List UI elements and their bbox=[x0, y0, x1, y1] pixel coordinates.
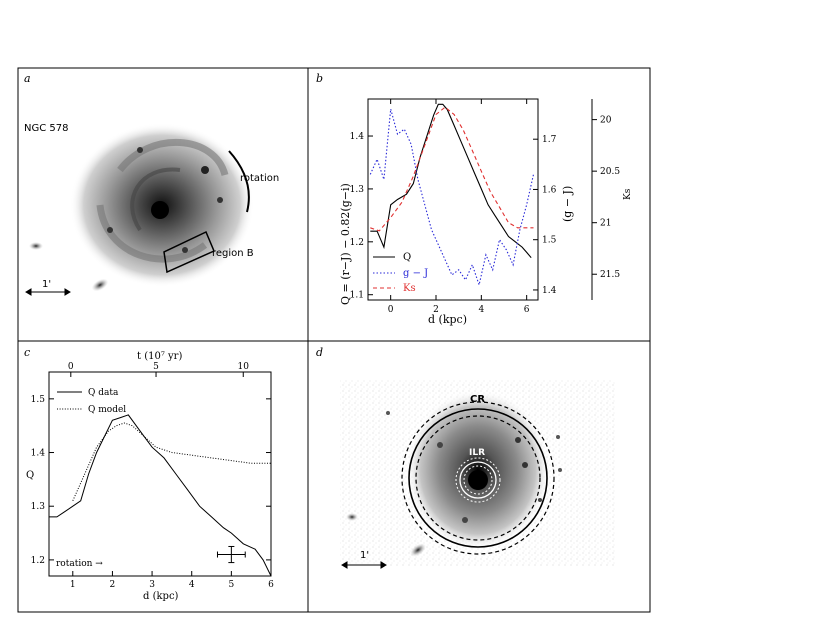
b-ytick-mid-label-0: 1.4 bbox=[542, 286, 557, 296]
ylabel-c: Q bbox=[26, 470, 34, 481]
b-series-line-0 bbox=[370, 103, 532, 259]
galaxy-image-a bbox=[29, 123, 254, 292]
b-ytick-right-label-1: 20.5 bbox=[600, 167, 620, 177]
xlabel-b: d (kpc) bbox=[428, 313, 467, 326]
ilr-label: ILR bbox=[469, 448, 485, 458]
b-xtick-label-1: 2 bbox=[433, 305, 439, 315]
plot-frame-b bbox=[367, 98, 539, 301]
c-xtick-label-2: 3 bbox=[149, 580, 155, 590]
panel-letter-d: d bbox=[316, 346, 323, 359]
c-ytick-label-3: 1.5 bbox=[31, 395, 46, 405]
region-b-label: region B bbox=[212, 248, 254, 259]
c-ytick-label-1: 1.3 bbox=[31, 502, 46, 512]
c-toptick-label-0: 0 bbox=[68, 362, 74, 372]
b-ytick-mid-label-1: 1.5 bbox=[542, 236, 557, 246]
rotation-arc bbox=[228, 150, 250, 213]
cr-ring bbox=[408, 408, 548, 548]
c-series-line-0 bbox=[49, 414, 272, 577]
cr-outer-ring bbox=[401, 401, 555, 555]
scale-bar-d bbox=[341, 561, 387, 569]
rotation-label-c: rotation → bbox=[56, 559, 103, 569]
panel-c: c 1 2 3 4 5 6 0 5 10 1.2 1.3 1.4 1.5 d (kpc) t (10⁷ … bbox=[24, 346, 274, 602]
c-toptick-label-2: 10 bbox=[238, 362, 250, 372]
ilr-outer-ring bbox=[455, 457, 501, 503]
axis-ticks-b: 0 2 4 6 1.1 1.2 1.3 1.4 1.4 1.5 1.6 1.7 20 20.5 21 21.5 bbox=[350, 99, 620, 315]
galaxy-name-label: NGC 578 bbox=[24, 123, 68, 134]
b-ytick-right-label-0: 20 bbox=[600, 116, 612, 126]
figure-border bbox=[17, 67, 651, 613]
c-xtick-label-0: 1 bbox=[70, 580, 76, 590]
top-label-c: t (10⁷ yr) bbox=[137, 351, 182, 362]
panel-b: b 0 2 4 6 1.1 1.2 1.3 1.4 1.4 1.5 1.6 1.7 20 20.5 21 21… bbox=[316, 72, 633, 326]
plot-frame-c bbox=[48, 371, 272, 577]
panel-frames bbox=[17, 67, 651, 613]
b-ytick-mid-label-3: 1.7 bbox=[542, 135, 557, 145]
panel-d: d CR ILR 1' bbox=[316, 346, 615, 569]
b-ytick-left-label-1: 1.2 bbox=[350, 238, 364, 248]
c-xtick-label-5: 6 bbox=[268, 580, 274, 590]
c-xtick-label-4: 5 bbox=[228, 580, 234, 590]
panel-letter-c: c bbox=[24, 346, 30, 359]
legend-c-item-0: Q data bbox=[88, 388, 119, 398]
region-b-outline bbox=[163, 230, 215, 274]
rotation-label-a: rotation bbox=[240, 173, 279, 184]
b-xtick-label-3: 6 bbox=[524, 305, 530, 315]
resonance-circles bbox=[401, 401, 555, 555]
c-error-bar bbox=[216, 545, 246, 564]
c-xtick-label-3: 4 bbox=[189, 580, 195, 590]
b-xtick-label-0: 0 bbox=[388, 305, 394, 315]
panel-letter-b: b bbox=[316, 72, 323, 85]
c-ytick-label-0: 1.2 bbox=[31, 556, 45, 566]
cr-label: CR bbox=[470, 394, 485, 405]
panel-a: a NGC 578 rotation region B 1' bbox=[24, 72, 279, 296]
xlabel-c: d (kpc) bbox=[143, 591, 179, 602]
legend-b-item-0: Q bbox=[403, 252, 411, 263]
b-ytick-left-label-0: 1.1 bbox=[350, 291, 364, 301]
series-group-b bbox=[369, 103, 535, 287]
b-ytick-right-label-2: 21 bbox=[600, 219, 611, 229]
legend-c: Q data Q model bbox=[57, 388, 126, 415]
ylabel-right-b: Ks bbox=[623, 188, 633, 200]
ylabel-left-b: Q = (r−J) − 0.82(g−i) bbox=[339, 183, 352, 305]
c-series-line-1 bbox=[72, 422, 271, 502]
scale-label-d: 1' bbox=[360, 550, 369, 561]
b-ytick-left-label-3: 1.4 bbox=[350, 132, 365, 142]
scale-bar-a bbox=[25, 288, 71, 296]
b-ytick-left-label-2: 1.3 bbox=[350, 185, 365, 195]
series-group-c bbox=[49, 414, 272, 577]
legend-b-item-1: g − J bbox=[403, 268, 428, 279]
ilr-inner-ring bbox=[463, 465, 493, 495]
b-series-line-2 bbox=[370, 106, 534, 232]
b-xtick-label-2: 4 bbox=[478, 305, 484, 315]
b-ytick-mid-label-2: 1.6 bbox=[542, 185, 557, 195]
ylabel-mid-b: (g − J) bbox=[561, 186, 574, 222]
c-xtick-label-1: 2 bbox=[110, 580, 116, 590]
panel-letter-a: a bbox=[24, 72, 31, 85]
axis-ticks-c: 1 2 3 4 5 6 0 5 10 1.2 1.3 1.4 1.5 bbox=[31, 362, 274, 590]
legend-b: Q g − J Ks bbox=[373, 252, 428, 294]
legend-b-item-2: Ks bbox=[403, 283, 416, 294]
b-ytick-right-label-3: 21.5 bbox=[600, 270, 620, 280]
galaxy-image-d bbox=[340, 380, 615, 566]
ilr-ring bbox=[459, 461, 497, 499]
scale-label-a: 1' bbox=[42, 279, 51, 290]
b-series-line-1 bbox=[369, 108, 535, 287]
legend-c-item-1: Q model bbox=[88, 405, 126, 415]
cr-inner-ring bbox=[415, 415, 541, 541]
c-toptick-label-1: 5 bbox=[153, 362, 159, 372]
c-ytick-label-2: 1.4 bbox=[31, 449, 46, 459]
